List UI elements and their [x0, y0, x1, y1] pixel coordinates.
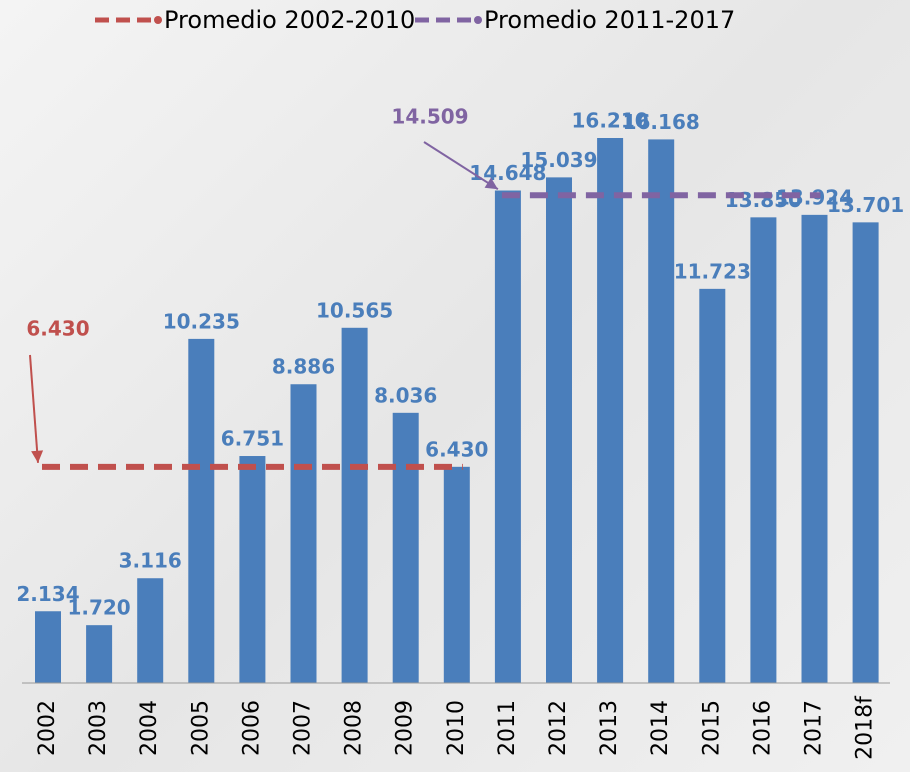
data-label: 13.701: [827, 193, 904, 217]
bar: [35, 611, 61, 683]
bar: [341, 327, 368, 683]
x-tick-label: 2005: [188, 700, 213, 756]
bar: [648, 139, 675, 683]
bar: [86, 625, 113, 683]
x-tick-label: 2002: [35, 700, 60, 756]
arrow-head: [484, 177, 498, 190]
x-tick-label: 2009: [393, 700, 418, 756]
legend-dot: [154, 16, 162, 24]
data-label: 2.134: [16, 582, 79, 606]
data-label: 10.565: [316, 298, 393, 322]
data-label: 16.210: [572, 109, 649, 133]
bar: [188, 338, 215, 683]
annotation-arrow: [423, 141, 499, 191]
x-tick-label: 2011: [495, 700, 520, 756]
annotation-arrow: [29, 354, 39, 463]
x-tick-label: 2018f: [853, 695, 878, 760]
x-tick-label: 2010: [444, 700, 469, 756]
bar: [494, 190, 521, 683]
bar: [699, 288, 726, 683]
data-label: 15.039: [520, 148, 597, 172]
x-tick-label: 2013: [597, 700, 622, 756]
bar: [137, 578, 164, 683]
arrow-head: [31, 450, 44, 463]
data-label: 8.036: [374, 383, 437, 407]
data-label: 6.751: [221, 427, 284, 451]
bar: [750, 217, 777, 684]
x-tick-label: 2014: [648, 700, 673, 756]
x-tick-label: 2006: [239, 700, 264, 756]
data-label: 14.648: [469, 161, 546, 185]
bar: [801, 214, 828, 684]
legend-label: Promedio 2011-2017: [484, 6, 735, 34]
x-tick-label: 2016: [750, 700, 775, 756]
x-tick-label: 2017: [802, 700, 827, 756]
data-label: 11.723: [674, 259, 751, 283]
data-label: 10.235: [163, 309, 240, 333]
legend-dot: [474, 16, 482, 24]
bar: [852, 222, 879, 683]
annotation: 6.430: [26, 317, 89, 341]
bar: [546, 177, 572, 683]
x-tick-label: 2012: [546, 700, 571, 756]
x-tick-label: 2015: [699, 700, 724, 756]
bar: [443, 466, 470, 683]
data-label: 1.720: [67, 596, 130, 620]
bar: [392, 412, 419, 683]
bar: [290, 384, 317, 683]
annotation: 14.509: [391, 105, 468, 129]
legend-label: Promedio 2002-2010: [164, 6, 415, 34]
x-tick-label: 2003: [86, 700, 111, 756]
bar: [239, 456, 266, 683]
x-tick-label: 2007: [291, 700, 316, 756]
bar: [597, 138, 624, 683]
x-tick-label: 2004: [137, 700, 162, 756]
data-label: 8.886: [272, 355, 335, 379]
data-label: 16.168: [623, 110, 700, 134]
data-label: 13.850: [725, 188, 802, 212]
data-label: 3.116: [119, 549, 182, 573]
data-label: 6.430: [425, 437, 488, 461]
x-tick-label: 2008: [342, 700, 367, 756]
